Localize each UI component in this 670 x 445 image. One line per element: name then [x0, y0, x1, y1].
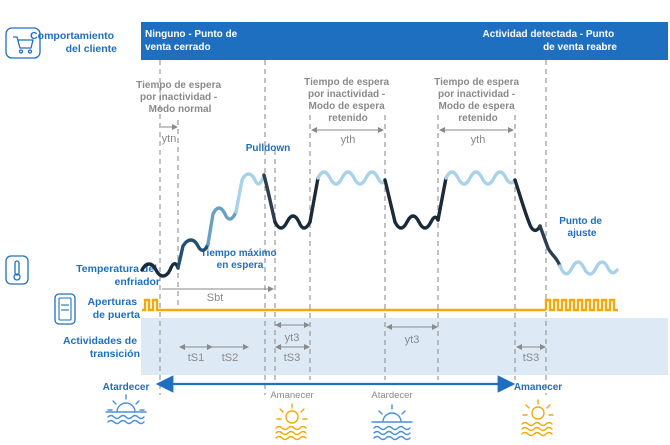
shopping-cart-icon [13, 36, 34, 54]
door-openings-row-header: Aperturas de puerta [54, 293, 140, 325]
cooler-temperature-label: Temperatura del enfriador [76, 263, 160, 288]
sunrise-over-water-icon [275, 403, 308, 441]
transition-activities-label: Actividades de transición [63, 335, 140, 360]
normal-wait-annotation: Tiempo de espera por inactividad - Modo … [136, 80, 224, 115]
sunset-label: Atardecer [103, 382, 150, 393]
sunrise-label-2: Amanecer [514, 382, 562, 393]
ts3-label-2: tS3 [523, 352, 540, 364]
phase-boundaries [159, 60, 547, 395]
cooler-temperature-row-header: Temperatura del enfriador [5, 255, 160, 288]
retained-wait-annotation-2: Tiempo de espera por inactividad - Modo … [434, 77, 522, 124]
customer-behavior-row-header: Comportamiento del cliente [5, 27, 117, 59]
sunrise-over-water-icon [521, 399, 554, 437]
door-openings-signal [142, 298, 618, 312]
yt3-label-1: yt3 [285, 332, 300, 344]
setpoint-label: Punto de ajuste [559, 216, 605, 239]
thermometer-icon [13, 260, 21, 281]
ts3-label-1: tS3 [284, 352, 301, 364]
sunset-over-water-icon [105, 394, 147, 425]
sunset-label-2: Atardecer [371, 390, 412, 401]
yt3-label-2: yt3 [405, 334, 420, 346]
ytn-label: ytn [162, 133, 177, 145]
sunrise-label-1: Amanecer [270, 390, 313, 401]
pulldown-label: Pulldown [246, 143, 290, 154]
ts2-label: tS2 [222, 352, 239, 364]
sbt-label: Sbt [207, 292, 224, 304]
sunset-over-water-icon [371, 404, 413, 441]
max-wait-label: Tiempo máximo en espera [201, 248, 280, 271]
customer-behavior-label: Comportamiento del cliente [30, 30, 117, 55]
cooler-door-icon [58, 297, 72, 321]
yth-label-2: yth [471, 134, 486, 146]
retained-wait-annotation-1: Tiempo de espera por inactividad - Modo … [304, 77, 392, 124]
customer-behavior-banner [141, 22, 668, 60]
cooler-temperature-curve [140, 170, 619, 278]
ts1-label: tS1 [188, 352, 205, 364]
banner-right-text: Actividad detectada - Punto de venta rea… [483, 29, 618, 53]
banner-left-text: Ninguno - Punto de venta cerrado [145, 29, 240, 53]
yth-label-1: yth [341, 134, 356, 146]
door-openings-label: Aperturas de puerta [87, 296, 140, 321]
transition-activities-row-header: Actividades de transición [63, 335, 140, 360]
